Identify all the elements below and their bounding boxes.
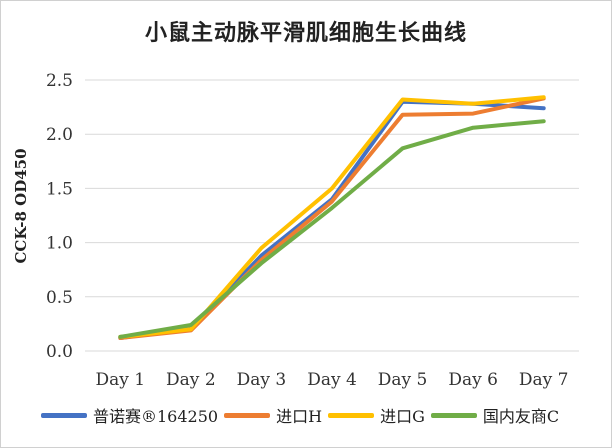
- y-tick-label: 1.5: [46, 179, 73, 199]
- y-tick-label: 1.0: [46, 234, 73, 254]
- x-tick-label: Day 1: [95, 370, 145, 390]
- series-lines: [118, 95, 546, 340]
- legend-swatch: [41, 412, 87, 418]
- y-tick-labels: 0.0 0.5 1.0 1.5 2.0 2.5: [46, 71, 73, 362]
- legend-swatch: [328, 412, 375, 418]
- y-tick-label: 2.0: [46, 125, 73, 145]
- legend-label: 进口H: [276, 407, 323, 426]
- gridlines: [85, 79, 579, 352]
- x-tick-label: Day 3: [237, 370, 287, 390]
- legend-label: 国内友商C: [482, 407, 560, 426]
- y-tick-label: 0.0: [46, 342, 73, 362]
- x-tick-label: Day 6: [448, 370, 498, 390]
- x-tick-label: Day 2: [166, 370, 216, 390]
- legend-item: 进口H: [224, 403, 322, 427]
- y-tick-label: 2.5: [46, 71, 73, 91]
- x-tick-label: Day 7: [519, 370, 569, 390]
- chart-title: 小鼠主动脉平滑肌细胞生长曲线: [144, 20, 467, 46]
- y-axis-label: CCK-8 OD450: [12, 148, 30, 263]
- legend-item: 国内友商C: [430, 403, 560, 427]
- legend-label: 普诺赛®164250: [93, 407, 219, 426]
- x-tick-label: Day 4: [307, 370, 357, 390]
- legend-item: 普诺赛®164250: [41, 403, 218, 427]
- legend-label: 进口G: [380, 407, 425, 426]
- series-line-3: [118, 95, 546, 339]
- x-tick-labels: Day 1 Day 2 Day 3 Day 4 Day 5 Day 6 Day 7: [95, 370, 568, 390]
- series-line-1: [118, 99, 546, 340]
- series-line-4: [118, 119, 546, 339]
- legend-swatch: [430, 412, 477, 418]
- legend: 普诺赛®164250 进口H 进口G 国内友商C: [41, 403, 565, 427]
- x-tick-label: Day 5: [378, 370, 428, 390]
- legend-item: 进口G: [328, 403, 425, 427]
- y-tick-label: 0.5: [46, 288, 73, 308]
- legend-swatch: [224, 412, 271, 418]
